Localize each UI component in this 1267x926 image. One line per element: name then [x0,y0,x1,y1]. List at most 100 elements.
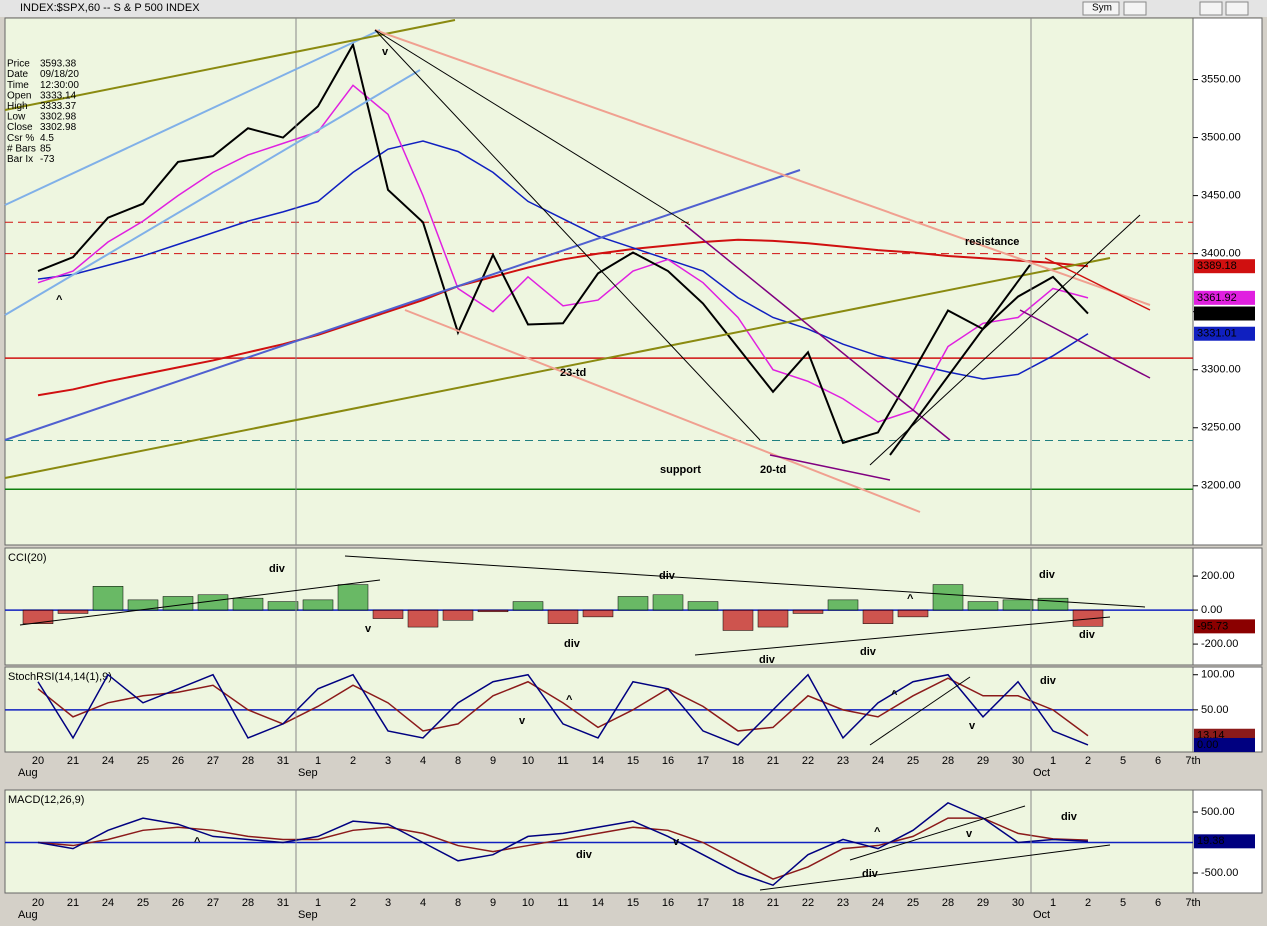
x-tick-label: 2 [1085,897,1091,909]
x-tick-label: 3 [385,755,391,767]
x-tick-label: 28 [942,755,954,767]
panel-title: MACD(12,26,9) [8,794,84,806]
x-tick-label: 11 [557,755,568,767]
x-tick-label: 17 [697,755,709,767]
month-label: Aug [18,909,38,921]
y-tick-label: 3550.00 [1201,73,1241,85]
last-value-label: 3348.42 [1197,307,1237,319]
x-tick-label: 14 [592,897,604,909]
x-tick-label: 28 [242,755,254,767]
x-tick-label: 1 [315,897,321,909]
annotation: div [759,654,776,666]
trend-line [404,309,921,513]
cci-bar [1037,597,1069,611]
last-value-label: 3331.01 [1197,328,1237,340]
x-tick-label: 17 [697,897,709,909]
annotation: div [862,868,879,880]
x-tick-label: 30 [1012,897,1024,909]
x-tick-label: 24 [872,755,884,767]
series-line [37,140,1089,380]
x-tick-label: 20 [32,755,44,767]
annotation: 23-td [560,367,586,379]
x-tick-label: 31 [277,755,289,767]
last-value-label: 0.00 [1197,739,1218,751]
x-tick-label: 5 [1120,897,1126,909]
window-button[interactable] [1123,1,1147,16]
trend-line [4,169,801,441]
month-label: Aug [18,767,38,779]
x-tick-label: 5 [1120,755,1126,767]
x-tick-label: 26 [172,755,184,767]
annotation: div [1039,569,1056,581]
cci-bar [442,609,474,621]
annotation: v [673,836,680,848]
info-label: Open [7,90,31,101]
x-tick-label: 22 [802,755,814,767]
panel-title: StochRSI(14,14(1),9) [8,671,112,683]
series-line [37,42,1089,445]
annotation: ^ [907,593,914,605]
trend-line [19,579,381,626]
x-tick-label: 22 [802,897,814,909]
annotation: v [519,715,526,727]
month-label: Sep [298,767,318,779]
window-button[interactable] [1225,1,1249,16]
cci-bar [477,609,509,613]
y-tick-label: 3450.00 [1201,190,1241,202]
x-tick-label: 25 [137,897,149,909]
y-tick-label: 3200.00 [1201,480,1241,492]
cci-bar [862,609,894,624]
x-tick-label: 10 [522,897,534,909]
annotation: ^ [891,689,898,701]
last-value-tag [1194,306,1255,321]
x-tick-label: 9 [490,897,496,909]
cci-bar [547,609,579,624]
cci-bar [302,599,334,611]
annotation: div [269,563,286,575]
trend-line [849,805,1026,861]
annotation: div [1040,675,1057,687]
cci-bar [22,609,54,624]
x-tick-label: 26 [172,897,184,909]
info-value: 3333.37 [40,101,77,112]
month-label: Sep [298,909,318,921]
x-tick-label: 6 [1155,897,1161,909]
trend-line [374,29,761,441]
cci-bar [932,584,964,611]
series-line [37,817,1089,880]
y-tick-label: 0.00 [1201,604,1222,616]
info-value: 85 [40,143,52,154]
last-value-tag [1194,290,1255,305]
x-tick-label: 7th [1185,755,1200,767]
last-value-tag [1194,834,1255,849]
cci-bar [337,584,369,611]
last-value-label: 3361.92 [1197,292,1237,304]
x-tick-label: 8 [455,755,461,767]
trend-line [4,257,1111,479]
x-tick-label: 15 [627,897,639,909]
y-tick-label: -200.00 [1201,638,1238,650]
trend-line [374,29,691,226]
x-tick-label: 27 [207,755,219,767]
info-value: 3302.98 [40,112,77,123]
sym-button[interactable] [1082,1,1120,16]
x-tick-label: 10 [522,755,534,767]
annotation: div [659,570,676,582]
cci-bar [687,601,719,611]
info-label: Time [7,80,29,91]
x-tick-label: 3 [385,897,391,909]
trend-line [684,224,951,441]
month-label: Oct [1033,909,1050,921]
window-button[interactable] [1199,1,1223,16]
x-tick-label: 15 [627,755,639,767]
x-tick-label: 24 [872,897,884,909]
x-tick-label: 24 [102,897,114,909]
annotation: ^ [566,694,573,706]
annotation: div [1079,629,1096,641]
info-label: Date [7,69,29,80]
cci-bar [512,601,544,611]
cci-bar [617,596,649,611]
x-tick-label: 28 [242,897,254,909]
x-tick-label: 28 [942,897,954,909]
trend-line [769,454,891,481]
